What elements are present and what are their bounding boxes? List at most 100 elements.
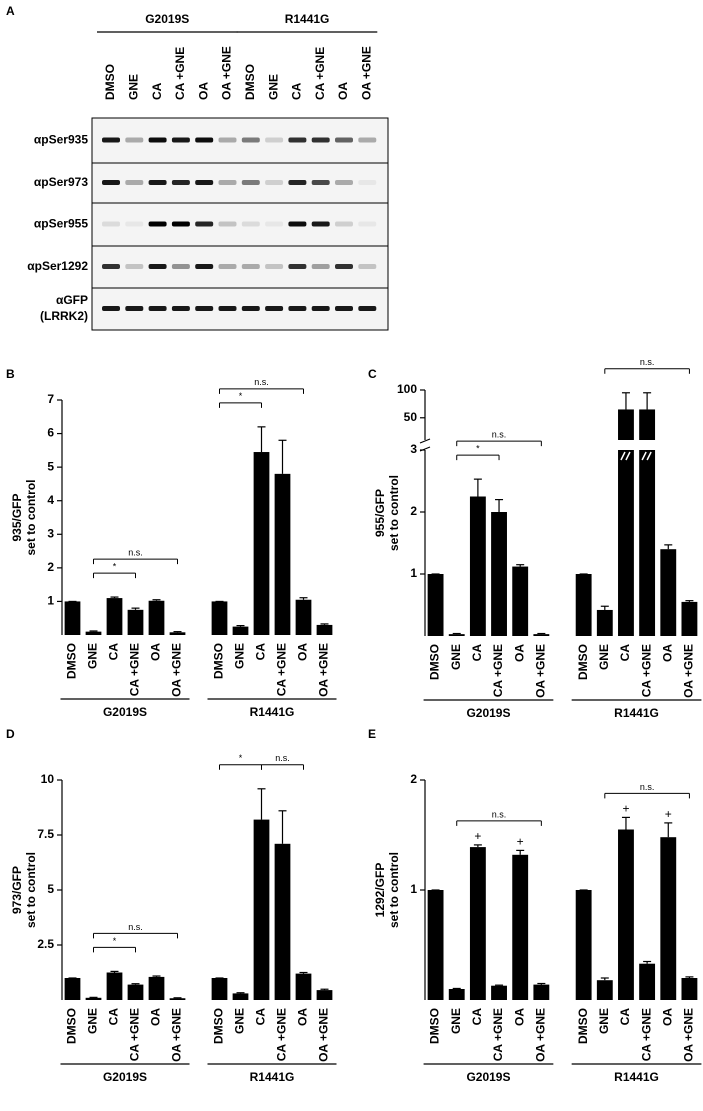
bar	[232, 626, 249, 635]
band	[265, 264, 284, 269]
group-label: G2019S	[103, 1070, 147, 1084]
band	[265, 221, 284, 227]
bar	[169, 998, 186, 1000]
bar	[148, 600, 165, 635]
bar	[316, 624, 333, 635]
bracket-label: n.s.	[640, 357, 655, 367]
group-label: G2019S	[145, 12, 189, 26]
band	[218, 306, 237, 311]
bracket-label: *	[239, 753, 243, 763]
bar	[491, 512, 507, 636]
y-tick-label: 6	[47, 426, 54, 440]
band	[218, 264, 237, 269]
bar	[681, 978, 698, 1000]
lane-label: OA +GNE	[220, 46, 234, 100]
group-label: R1441G	[285, 12, 330, 26]
y-axis-label: 973/GFP	[10, 866, 24, 914]
bar	[639, 963, 656, 1000]
x-tick-label: CA +GNE	[491, 1008, 505, 1061]
band	[195, 264, 214, 269]
bar	[575, 890, 592, 1000]
x-tick-label: CA	[618, 1008, 632, 1026]
bar	[491, 985, 507, 1000]
band	[241, 264, 260, 269]
x-tick-label: GNE	[597, 1008, 611, 1034]
bracket-label: n.s.	[128, 547, 143, 557]
y-tick-label: 7	[47, 392, 54, 406]
band	[102, 306, 120, 311]
x-tick-label: DMSO	[65, 1008, 79, 1044]
bar	[295, 973, 312, 1000]
band	[288, 221, 307, 227]
panel-label: B	[6, 367, 15, 381]
band	[311, 137, 330, 143]
row-label: αpSer955	[34, 217, 88, 231]
bar	[469, 496, 486, 636]
band	[335, 306, 353, 311]
band	[125, 180, 144, 185]
bar	[64, 978, 81, 1000]
x-tick-label: DMSO	[428, 1008, 442, 1044]
y-axis-label: set to control	[387, 852, 401, 928]
lane-label: GNE	[266, 74, 280, 100]
x-tick-label: GNE	[597, 644, 611, 670]
x-tick-label: CA	[254, 1008, 268, 1026]
x-tick-label: DMSO	[212, 1008, 226, 1044]
band	[311, 180, 330, 185]
band	[102, 221, 120, 227]
bar	[274, 473, 291, 635]
x-tick-label: DMSO	[576, 644, 590, 680]
x-tick-label: OA +GNE	[317, 643, 331, 697]
bracket-label: n.s.	[492, 809, 507, 819]
bar	[533, 634, 550, 636]
y-tick-label: 1	[410, 882, 417, 896]
y-axis-label: 1292/GFP	[373, 863, 387, 918]
bar	[64, 601, 81, 635]
significance-marker: +	[474, 829, 481, 843]
x-tick-label: GNE	[86, 1008, 100, 1034]
x-tick-label: GNE	[449, 1008, 463, 1034]
panel-label: A	[6, 4, 15, 18]
y-tick-label: 2	[410, 772, 417, 786]
bar	[106, 972, 123, 1000]
band	[288, 180, 307, 185]
row-label: αpSer973	[34, 175, 88, 189]
bar-break	[646, 451, 652, 461]
band	[358, 221, 377, 227]
bar	[575, 574, 592, 636]
bracket-label: n.s.	[492, 430, 507, 440]
y-tick-label: 7.5	[37, 827, 54, 841]
x-tick-label: CA +GNE	[639, 644, 653, 697]
bar	[127, 984, 144, 1000]
bar	[148, 976, 165, 1000]
band	[288, 264, 307, 269]
band	[335, 221, 353, 227]
band	[195, 221, 214, 227]
x-tick-label: GNE	[449, 644, 463, 670]
row-label: αGFP	[56, 293, 88, 307]
bar	[448, 989, 465, 1000]
bar	[316, 990, 333, 1000]
x-tick-label: CA	[470, 1008, 484, 1026]
panel-label: C	[368, 367, 377, 381]
significance-marker: +	[665, 807, 672, 821]
x-tick-label: GNE	[233, 643, 247, 669]
y-tick-label: 3	[410, 442, 417, 456]
band	[311, 306, 330, 311]
bar	[596, 609, 613, 636]
x-tick-label: OA	[660, 644, 674, 662]
band	[335, 264, 353, 269]
bar	[512, 854, 529, 1000]
x-tick-label: DMSO	[428, 644, 442, 680]
bar	[533, 984, 550, 1000]
band	[102, 180, 120, 185]
band	[335, 137, 353, 143]
x-tick-label: OA +GNE	[682, 644, 696, 698]
x-tick-label: OA +GNE	[534, 644, 548, 698]
band	[265, 180, 284, 185]
band	[288, 137, 307, 143]
x-tick-label: OA +GNE	[534, 1008, 548, 1062]
lane-label: CA +GNE	[173, 47, 187, 100]
bar	[448, 634, 465, 636]
